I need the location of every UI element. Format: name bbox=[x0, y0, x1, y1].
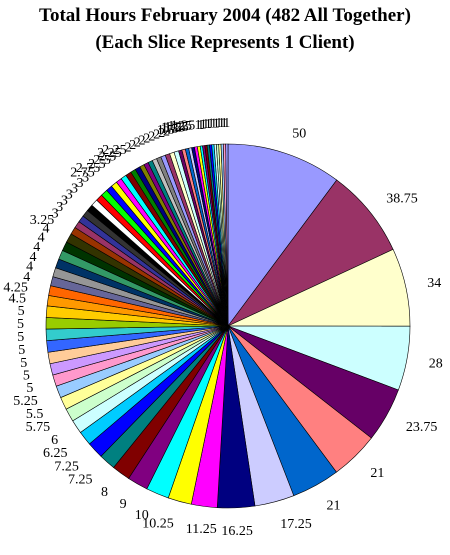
slice-label: 1.25 bbox=[161, 121, 186, 136]
slice-label: 4 bbox=[26, 260, 33, 275]
pie-slice bbox=[225, 143, 229, 327]
slice-label: 2 bbox=[143, 131, 150, 146]
slice-label: 1.5 bbox=[161, 122, 179, 137]
slice-label: 3 bbox=[82, 171, 89, 186]
slice-label: 5.25 bbox=[13, 394, 38, 409]
slice-label: 4.5 bbox=[9, 292, 27, 307]
slice-label: 5 bbox=[18, 304, 25, 319]
slice-label: 1 bbox=[215, 116, 222, 131]
slice-label: 5 bbox=[23, 369, 30, 384]
slice-label: 1 bbox=[223, 116, 230, 131]
slice-label: 3 bbox=[71, 182, 78, 197]
slice-label: 2.75 bbox=[76, 161, 101, 176]
slice-label: 1.25 bbox=[171, 119, 196, 134]
slice-label: 5 bbox=[17, 330, 24, 345]
slice-label: 3 bbox=[61, 194, 68, 209]
slice-label: 38.75 bbox=[386, 191, 418, 206]
slice-label: 10.25 bbox=[142, 517, 174, 532]
slice-label: 1 bbox=[202, 117, 209, 132]
slice-label: 1.25 bbox=[164, 120, 189, 135]
slice-label: 3 bbox=[52, 206, 59, 221]
slice-label: 16.25 bbox=[221, 524, 253, 539]
slice-label: 2 bbox=[153, 128, 160, 143]
slice-label: 6 bbox=[51, 433, 58, 448]
slice-label: 1 bbox=[197, 118, 204, 133]
slice-label: 1 bbox=[200, 118, 207, 133]
slice-label: 4 bbox=[43, 221, 50, 236]
slice-label: 4 bbox=[33, 240, 40, 255]
slice-label: 7.25 bbox=[54, 459, 79, 474]
slice-label: 2.5 bbox=[88, 157, 106, 172]
slice-label: 1 bbox=[218, 116, 225, 131]
slice-label: 8 bbox=[101, 485, 108, 500]
slice-label: 5.5 bbox=[26, 407, 44, 422]
slice-label: 4 bbox=[38, 231, 45, 246]
slice-label: 2 bbox=[158, 126, 165, 141]
slice-label: 2.25 bbox=[102, 143, 127, 158]
slice-label: 1.5 bbox=[157, 123, 175, 138]
slice-label: 5 bbox=[20, 356, 27, 371]
slice-label: 2.5 bbox=[99, 149, 117, 164]
slice-label: 23.75 bbox=[406, 420, 438, 435]
slice-label: 9 bbox=[120, 497, 127, 512]
slice-label: 2.25 bbox=[97, 146, 122, 161]
slice-label: 2 bbox=[129, 138, 136, 153]
slice-label: 28 bbox=[429, 357, 443, 372]
slice-label: 2 bbox=[148, 129, 155, 144]
slice-label: 1 bbox=[208, 117, 215, 132]
slice-label: 2.5 bbox=[93, 153, 111, 168]
slice-label: 4 bbox=[23, 270, 30, 285]
slice-label: 3 bbox=[66, 188, 73, 203]
slice-label: 4 bbox=[30, 250, 37, 265]
slice-label: 17.25 bbox=[280, 517, 312, 532]
slice-label: 1 bbox=[221, 116, 228, 131]
slice-label: 1 bbox=[213, 116, 220, 131]
slice-label: 3 bbox=[77, 176, 84, 191]
slice-label: 1.5 bbox=[165, 121, 183, 136]
slice-label: 2.75 bbox=[70, 166, 95, 181]
slice-label: 7.25 bbox=[68, 473, 93, 488]
slice-label: 2 bbox=[134, 136, 141, 151]
slice-label: 34 bbox=[427, 276, 441, 291]
slice-label: 5 bbox=[18, 343, 25, 358]
pie-slice bbox=[227, 179, 394, 327]
slice-label: 2 bbox=[125, 140, 132, 155]
slice-label: 11.25 bbox=[186, 522, 217, 537]
slice-label: 10 bbox=[135, 508, 149, 523]
slice-label: 50 bbox=[292, 126, 306, 141]
slice-label: 4.25 bbox=[3, 280, 28, 295]
slice-label: 2 bbox=[139, 133, 146, 148]
slice-label: 6.25 bbox=[43, 446, 68, 461]
slice-label: 1 bbox=[205, 117, 212, 132]
chart-subtitle: (Each Slice Represents 1 Client) bbox=[95, 32, 355, 53]
slice-label: 21 bbox=[370, 466, 384, 481]
slice-label: 1.25 bbox=[168, 119, 193, 134]
chart-title: Total Hours February 2004 (482 All Toget… bbox=[39, 5, 411, 26]
chart-title-block: Total Hours February 2004 (482 All Toget… bbox=[0, 2, 450, 56]
slice-label: 5 bbox=[26, 381, 33, 396]
slice-label: 3 bbox=[56, 200, 63, 215]
slice-label: 1 bbox=[195, 118, 202, 133]
slice-label: 21 bbox=[327, 499, 341, 514]
slice-label: 5.75 bbox=[26, 420, 51, 435]
slice-label: 5 bbox=[17, 317, 24, 332]
slice-label: 1 bbox=[210, 117, 217, 132]
slice-label: 3.25 bbox=[30, 213, 55, 228]
slice-label: 2 bbox=[163, 124, 170, 139]
pie-slice bbox=[227, 143, 338, 327]
